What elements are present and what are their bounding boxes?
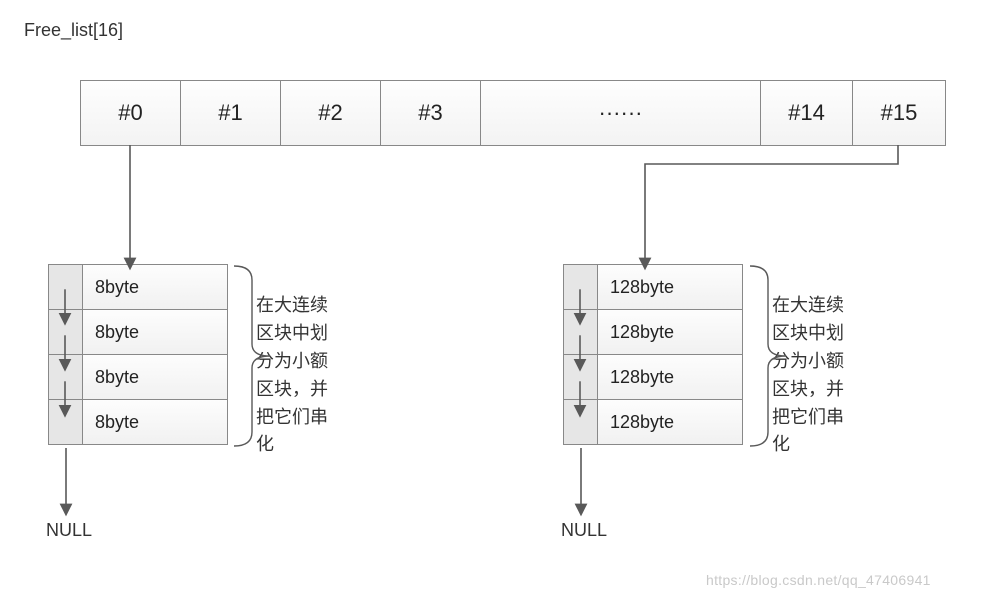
null-label-right: NULL bbox=[561, 520, 607, 541]
note-right: 在大连续区块中划分为小额区块，并把它们串化 bbox=[772, 292, 882, 459]
freelist-cell: #2 bbox=[281, 81, 381, 145]
block-size-label: 8byte bbox=[83, 310, 227, 354]
list-block: 8byte bbox=[48, 354, 228, 400]
pointer-cell bbox=[564, 355, 598, 399]
watermark: https://blog.csdn.net/qq_47406941 bbox=[706, 572, 931, 588]
pointer-cell bbox=[49, 265, 83, 309]
note-line: 分为小额 bbox=[256, 348, 366, 376]
freelist-cell: #3 bbox=[381, 81, 481, 145]
freelist-cell: #1 bbox=[181, 81, 281, 145]
list-block: 128byte bbox=[563, 399, 743, 445]
list-block: 128byte bbox=[563, 309, 743, 355]
pointer-cell bbox=[49, 310, 83, 354]
block-size-label: 128byte bbox=[598, 310, 742, 354]
note-line: 在大连续 bbox=[772, 292, 882, 320]
block-size-label: 8byte bbox=[83, 355, 227, 399]
pointer-cell bbox=[564, 400, 598, 444]
list-block: 8byte bbox=[48, 309, 228, 355]
freelist-cell: #0 bbox=[81, 81, 181, 145]
pointer-cell bbox=[49, 355, 83, 399]
note-line: 化 bbox=[256, 431, 366, 459]
note-line: 区块，并 bbox=[256, 376, 366, 404]
note-line: 区块中划 bbox=[772, 320, 882, 348]
freelist-cell: ······ bbox=[481, 81, 761, 145]
block-size-label: 8byte bbox=[83, 400, 227, 444]
block-size-label: 128byte bbox=[598, 400, 742, 444]
list-block: 128byte bbox=[563, 354, 743, 400]
note-line: 分为小额 bbox=[772, 348, 882, 376]
page-title: Free_list[16] bbox=[24, 20, 123, 41]
note-left: 在大连续区块中划分为小额区块，并把它们串化 bbox=[256, 292, 366, 459]
pointer-cell bbox=[49, 400, 83, 444]
pointer-cell bbox=[564, 310, 598, 354]
block-size-label: 8byte bbox=[83, 265, 227, 309]
note-line: 区块中划 bbox=[256, 320, 366, 348]
note-line: 把它们串 bbox=[772, 404, 882, 432]
list-block: 8byte bbox=[48, 264, 228, 310]
freelist-cell: #14 bbox=[761, 81, 853, 145]
note-line: 把它们串 bbox=[256, 404, 366, 432]
note-line: 区块，并 bbox=[772, 376, 882, 404]
list-block: 128byte bbox=[563, 264, 743, 310]
list-block: 8byte bbox=[48, 399, 228, 445]
list-column-8byte: 8byte8byte8byte8byte bbox=[48, 264, 228, 444]
freelist-cell: #15 bbox=[853, 81, 945, 145]
pointer-cell bbox=[564, 265, 598, 309]
list-column-128byte: 128byte128byte128byte128byte bbox=[563, 264, 743, 444]
block-size-label: 128byte bbox=[598, 355, 742, 399]
note-line: 化 bbox=[772, 431, 882, 459]
note-line: 在大连续 bbox=[256, 292, 366, 320]
freelist-array: #0#1#2#3······#14#15 bbox=[80, 80, 946, 146]
null-label-left: NULL bbox=[46, 520, 92, 541]
block-size-label: 128byte bbox=[598, 265, 742, 309]
